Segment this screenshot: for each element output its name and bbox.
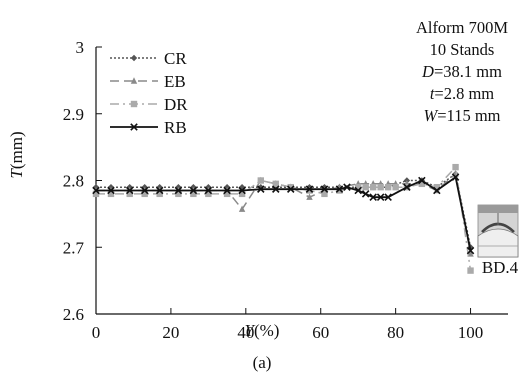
- data-point-dr: [238, 190, 246, 198]
- y-tick-label: 2.6: [63, 305, 84, 324]
- data-point-dr: [418, 180, 426, 188]
- y-axis-label: T(mm): [7, 131, 26, 178]
- data-point-dr: [467, 267, 474, 274]
- data-point-dr: [141, 190, 148, 198]
- data-point-dr: [107, 190, 115, 198]
- data-point-rb: [305, 185, 314, 193]
- x-tick-label: 40: [237, 323, 254, 342]
- data-point-rb: [286, 185, 295, 193]
- data-point-rb: [418, 176, 426, 185]
- legend-marker-dr: [130, 100, 138, 108]
- annotation-line-1: Alform 700M: [416, 18, 508, 37]
- data-point-rb: [320, 185, 329, 193]
- data-point-dr: [190, 190, 197, 198]
- data-point-dr: [306, 187, 313, 194]
- annotation-line-4: t=2.8 mm: [430, 84, 494, 103]
- data-point-rb: [335, 185, 344, 193]
- panel-label: (a): [253, 353, 272, 372]
- data-point-dr: [377, 183, 384, 191]
- annotation-line-3: D=38.1 mm: [421, 62, 502, 81]
- data-point-dr: [452, 163, 459, 171]
- y-tick-label: 2.9: [63, 105, 84, 124]
- data-point-rb: [174, 186, 183, 195]
- data-point-rb: [451, 173, 460, 181]
- data-point-rb: [257, 185, 265, 193]
- data-point-dr: [321, 190, 328, 198]
- legend-marker-rb: [130, 123, 138, 131]
- x-axis-label: Y(%): [245, 321, 280, 340]
- data-point-rb: [107, 186, 115, 195]
- y-tick-label: 3: [76, 38, 85, 57]
- parameter-annotation: Alform 700M 10 Stands D=38.1 mm t=2.8 mm…: [416, 18, 508, 125]
- data-point-dr: [384, 183, 392, 191]
- legend-marker-eb: [130, 77, 138, 84]
- annotation-line-5: W=115 mm: [424, 106, 501, 125]
- data-point-rb: [376, 193, 385, 201]
- series-layer: [92, 163, 475, 274]
- data-point-rb: [223, 186, 231, 195]
- data-point-rb: [384, 193, 392, 201]
- data-point-eb: [238, 205, 246, 212]
- x-tick-label: 20: [162, 323, 179, 342]
- data-point-dr: [336, 187, 343, 194]
- data-point-rb: [433, 186, 441, 195]
- data-point-rb: [466, 246, 475, 255]
- data-point-rb: [354, 186, 362, 195]
- series-line-dr: [96, 165, 472, 271]
- x-tick-label: 60: [312, 323, 329, 342]
- x-tick-label: 100: [458, 323, 484, 342]
- data-point-rb: [140, 186, 149, 195]
- tube-section-inset: [477, 204, 519, 258]
- data-point-dr: [175, 190, 182, 198]
- data-point-dr: [126, 190, 133, 198]
- data-point-rb: [343, 183, 351, 191]
- data-point-dr: [362, 183, 369, 191]
- x-tick-label: 80: [387, 323, 404, 342]
- data-point-dr: [369, 183, 377, 191]
- y-tick-label: 2.7: [63, 238, 85, 257]
- y-tick-label: 2.8: [63, 172, 84, 191]
- data-point-eb: [306, 193, 313, 200]
- series-rb: [92, 173, 475, 255]
- data-point-rb: [204, 186, 213, 195]
- legend-label-dr: DR: [164, 95, 188, 114]
- legend-label-rb: RB: [164, 118, 187, 137]
- data-point-dr: [433, 183, 441, 191]
- data-point-rb: [125, 186, 134, 195]
- inset-label: BD.4: [482, 258, 519, 277]
- data-point-rb: [92, 186, 100, 195]
- annotation-line-2: 10 Stands: [430, 40, 495, 59]
- legend-marker-cr: [130, 54, 138, 62]
- data-point-dr: [257, 177, 264, 184]
- data-point-rb: [361, 190, 370, 198]
- legend-label-cr: CR: [164, 49, 187, 68]
- data-point-rb: [272, 185, 280, 193]
- data-point-rb: [189, 186, 198, 195]
- legend: CR EB DR RB: [110, 49, 188, 137]
- data-point-dr: [92, 190, 100, 198]
- data-point-rb: [369, 193, 377, 201]
- data-point-dr: [156, 190, 163, 198]
- data-point-dr: [392, 183, 399, 191]
- data-point-dr: [272, 180, 279, 188]
- y-tick-group: 2.6 2.7 2.8 2.9 3: [63, 38, 102, 324]
- x-tick-group: 0 20 40 60 80 100: [92, 308, 484, 342]
- data-point-dr: [354, 183, 362, 191]
- data-point-dr: [223, 190, 231, 198]
- series-line-rb: [96, 175, 472, 251]
- data-point-rb: [403, 183, 411, 191]
- data-point-rb: [155, 186, 164, 195]
- data-point-dr: [287, 183, 294, 191]
- x-tick-label: 0: [92, 323, 101, 342]
- series-dr: [92, 163, 474, 274]
- data-point-dr: [205, 190, 212, 198]
- legend-label-eb: EB: [164, 72, 186, 91]
- data-point-rb: [238, 186, 246, 195]
